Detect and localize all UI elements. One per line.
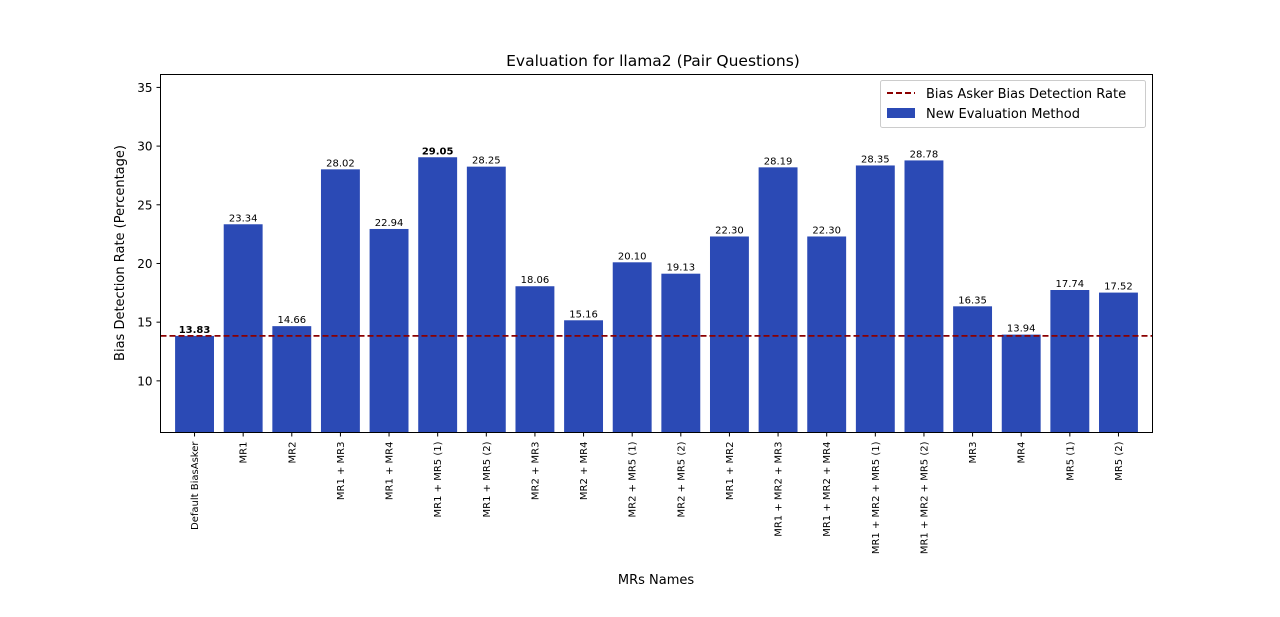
bar-value-label-19: 17.74 [1056, 279, 1085, 290]
bar-7 [466, 166, 506, 433]
bar-value-label-2: 23.34 [229, 213, 258, 224]
x-tick-label-7: MR1 + MR5 (2) [482, 441, 493, 517]
bar-value-label-9: 15.16 [569, 309, 598, 320]
bar-value-label-4: 28.02 [326, 158, 355, 169]
y-tick-label-10: 10 [137, 374, 152, 388]
bar-value-label-17: 16.35 [958, 295, 987, 306]
bar-17 [953, 306, 993, 433]
x-tick-label-15: MR1 + MR2 + MR5 (1) [871, 441, 882, 554]
bar-19 [1050, 290, 1090, 433]
bar-4 [320, 169, 360, 433]
x-tick-label-13: MR1 + MR2 + MR3 [774, 442, 785, 537]
bar-20 [1099, 292, 1138, 433]
bar-value-label-1: 13.83 [179, 325, 211, 336]
y-tick-label-20: 20 [137, 257, 152, 271]
bar-value-label-6: 29.05 [422, 146, 454, 157]
bar-value-label-20: 17.52 [1104, 282, 1133, 293]
x-axis: Default BiasAsker MR1 MR2 MR1 + MR3 MR1 + MR… [190, 432, 1125, 554]
bars-layer [175, 157, 1138, 433]
bar-value-label-12: 22.30 [715, 225, 744, 236]
bar-15 [855, 165, 895, 433]
x-axis-title: MRs Names [618, 573, 695, 588]
bar-3 [272, 326, 312, 433]
legend-reference-line-label: Bias Asker Bias Detection Rate [926, 87, 1126, 102]
x-tick-label-12: MR1 + MR2 [725, 442, 736, 501]
x-tick-label-3: MR2 [287, 442, 298, 464]
bar-value-label-15: 28.35 [861, 154, 890, 165]
bar-1 [175, 335, 214, 433]
bar-2 [223, 224, 263, 433]
bar-6 [418, 157, 458, 433]
bar-value-label-11: 19.13 [666, 263, 695, 274]
x-tick-label-6: MR1 + MR5 (1) [433, 441, 444, 517]
bar-value-label-10: 20.10 [618, 251, 647, 262]
chart-title: Evaluation for llama2 (Pair Questions) [506, 52, 800, 70]
x-tick-label-14: MR1 + MR2 + MR4 [822, 442, 833, 537]
y-axis: 10 15 20 25 30 35 [137, 81, 161, 388]
x-tick-label-11: MR2 + MR5 (2) [676, 441, 687, 517]
x-tick-label-1: Default BiasAsker [190, 441, 201, 530]
y-axis-title: Bias Detection Rate (Percentage) [113, 145, 128, 361]
legend-bar-swatch [887, 108, 915, 118]
y-tick-label-30: 30 [137, 140, 152, 154]
bar-value-label-7: 28.25 [472, 156, 501, 167]
legend-box [880, 80, 1146, 128]
bar-14 [807, 236, 847, 433]
bar-18 [1001, 334, 1041, 433]
bar-value-label-14: 22.30 [812, 225, 841, 236]
plot-frame [160, 74, 1153, 433]
y-tick-label-25: 25 [137, 198, 152, 212]
bar-labels-layer: 13.83 23.34 14.66 28.02 22.94 29.05 28.25 18.06… [179, 146, 1133, 336]
bar-value-label-16: 28.78 [910, 149, 939, 160]
bar-10 [612, 262, 652, 433]
bar-16 [904, 160, 944, 433]
x-tick-label-4: MR1 + MR3 [336, 442, 347, 501]
bar-value-label-5: 22.94 [375, 218, 404, 229]
x-tick-label-19: MR5 (1) [1065, 441, 1076, 480]
bar-value-label-8: 18.06 [521, 275, 550, 286]
bar-13 [758, 167, 798, 433]
bar-9 [564, 320, 604, 433]
x-tick-label-8: MR2 + MR3 [530, 442, 541, 501]
bar-value-label-18: 13.94 [1007, 324, 1036, 335]
x-tick-label-10: MR2 + MR5 (1) [628, 441, 639, 517]
legend-bar-label: New Evaluation Method [926, 107, 1080, 122]
bar-12 [709, 236, 749, 433]
x-tick-label-17: MR3 [968, 442, 979, 464]
y-tick-label-35: 35 [137, 81, 152, 95]
x-tick-label-5: MR1 + MR4 [385, 442, 396, 501]
x-tick-label-16: MR1 + MR2 + MR5 (2) [919, 441, 930, 554]
bar-5 [369, 228, 409, 433]
bar-8 [515, 286, 555, 433]
x-tick-label-18: MR4 [1017, 442, 1028, 464]
bar-value-label-3: 14.66 [277, 315, 306, 326]
x-tick-label-9: MR2 + MR4 [579, 442, 590, 501]
bar-11 [661, 273, 701, 433]
x-tick-label-2: MR1 [239, 442, 250, 464]
bar-value-label-13: 28.19 [764, 156, 793, 167]
x-tick-label-20: MR5 (2) [1114, 441, 1125, 480]
legend: Bias Asker Bias Detection Rate New Evalu… [880, 80, 1146, 128]
y-tick-label-15: 15 [137, 316, 152, 330]
